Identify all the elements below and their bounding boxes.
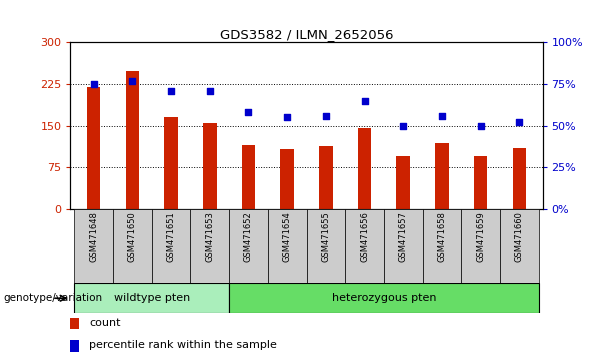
- Text: percentile rank within the sample: percentile rank within the sample: [89, 340, 277, 350]
- Point: [476, 123, 485, 129]
- Bar: [397, 156, 410, 209]
- Text: wildtype pten: wildtype pten: [113, 293, 190, 303]
- Bar: [512, 148, 526, 209]
- Text: GSM471658: GSM471658: [438, 211, 446, 262]
- Point: [398, 123, 408, 129]
- Bar: [74, 283, 229, 313]
- Text: GSM471650: GSM471650: [128, 211, 137, 262]
- Bar: [229, 283, 539, 313]
- Title: GDS3582 / ILMN_2652056: GDS3582 / ILMN_2652056: [219, 28, 394, 41]
- Bar: [358, 129, 371, 209]
- Point: [243, 109, 253, 115]
- Bar: [306, 209, 345, 283]
- Text: GSM471652: GSM471652: [244, 211, 253, 262]
- Bar: [113, 209, 152, 283]
- Bar: [87, 87, 101, 209]
- Bar: [70, 339, 79, 352]
- Text: heterozygous pten: heterozygous pten: [332, 293, 436, 303]
- Bar: [384, 209, 422, 283]
- Bar: [242, 145, 255, 209]
- Bar: [229, 209, 268, 283]
- Point: [89, 81, 99, 87]
- Bar: [203, 123, 216, 209]
- Bar: [268, 209, 306, 283]
- Bar: [461, 209, 500, 283]
- Bar: [474, 156, 487, 209]
- Text: GSM471660: GSM471660: [515, 211, 524, 262]
- Bar: [280, 149, 294, 209]
- Text: GSM471656: GSM471656: [360, 211, 369, 262]
- Bar: [319, 146, 333, 209]
- Text: GSM471657: GSM471657: [398, 211, 408, 262]
- Bar: [345, 209, 384, 283]
- Bar: [422, 209, 461, 283]
- Bar: [74, 209, 113, 283]
- Text: GSM471653: GSM471653: [205, 211, 215, 262]
- Text: GSM471654: GSM471654: [283, 211, 292, 262]
- Point: [514, 120, 524, 125]
- Text: GSM471648: GSM471648: [89, 211, 98, 262]
- Bar: [435, 143, 449, 209]
- Text: GSM471655: GSM471655: [321, 211, 330, 262]
- Point: [360, 98, 370, 104]
- Bar: [70, 318, 79, 330]
- Bar: [152, 209, 191, 283]
- Point: [437, 113, 447, 119]
- Point: [205, 88, 215, 93]
- Text: GSM471659: GSM471659: [476, 211, 485, 262]
- Point: [321, 113, 331, 119]
- Bar: [500, 209, 539, 283]
- Text: count: count: [89, 319, 121, 329]
- Point: [282, 115, 292, 120]
- Point: [166, 88, 176, 93]
- Bar: [126, 71, 139, 209]
- Text: genotype/variation: genotype/variation: [3, 293, 102, 303]
- Point: [128, 78, 137, 84]
- Bar: [191, 209, 229, 283]
- Text: GSM471651: GSM471651: [167, 211, 175, 262]
- Bar: [164, 118, 178, 209]
